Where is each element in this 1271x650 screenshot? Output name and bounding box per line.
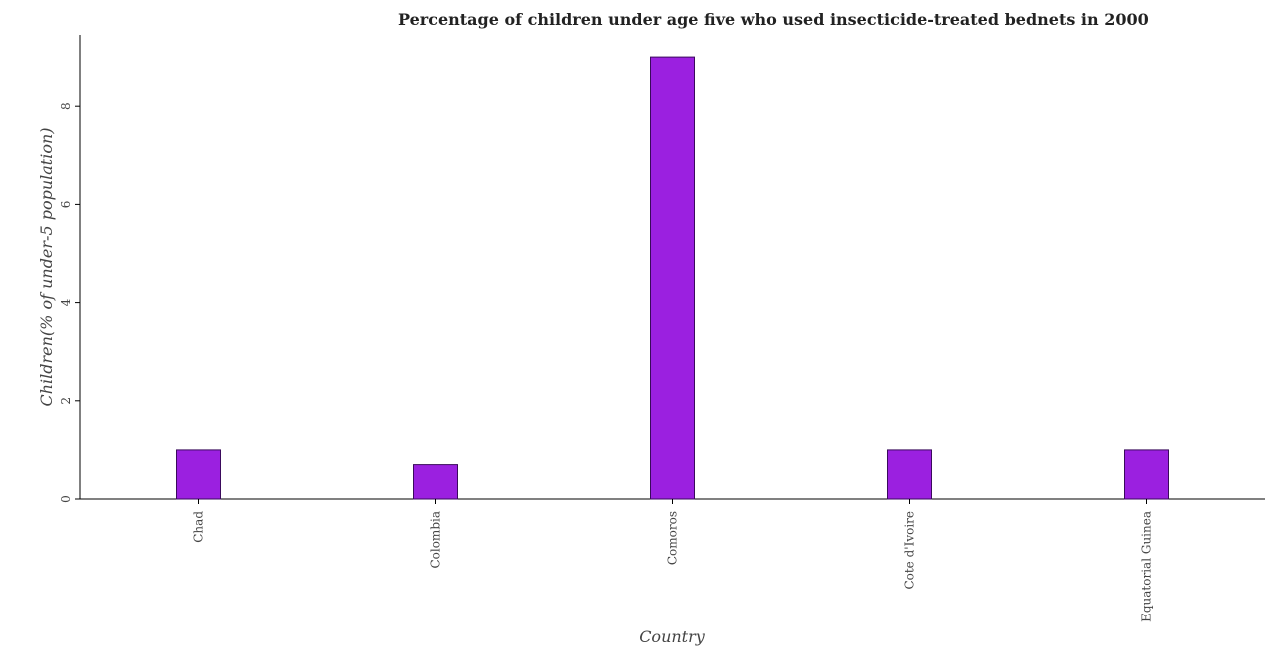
- chart-title: Percentage of children under age five wh…: [398, 10, 1149, 29]
- y-tick-label-0: 0: [59, 495, 73, 503]
- bar-0: [176, 449, 221, 500]
- x-tick-label-3: Cote d'Ivoire: [903, 511, 917, 590]
- bar-3: [887, 449, 932, 500]
- y-tick-label-4: 8: [59, 102, 73, 110]
- y-tick-label-1: 2: [59, 397, 73, 405]
- y-axis-label: Children(% of under-5 population): [37, 127, 56, 406]
- x-tick-label-0: Chad: [192, 511, 206, 543]
- x-axis-label: Country: [639, 627, 706, 646]
- bar-4: [1124, 449, 1169, 500]
- bar-2: [650, 56, 695, 500]
- y-tick-label-2: 4: [59, 298, 73, 306]
- x-ticks-group: Chad Colombia Comoros Cote d'Ivoire Equatori…: [192, 499, 1154, 622]
- plot-area: 0 2 4 6 8 Chad Colombia Comoros Cote d'Ivoire Eq…: [59, 35, 1265, 622]
- x-tick-label-1: Colombia: [429, 511, 443, 569]
- y-tick-label-3: 6: [59, 201, 73, 209]
- x-tick-label-2: Comoros: [666, 511, 680, 565]
- bars-group: [176, 56, 1169, 500]
- bar-1: [413, 464, 458, 500]
- y-ticks-group: 0 2 4 6 8: [59, 102, 80, 503]
- x-tick-label-4: Equatorial Guinea: [1140, 511, 1154, 622]
